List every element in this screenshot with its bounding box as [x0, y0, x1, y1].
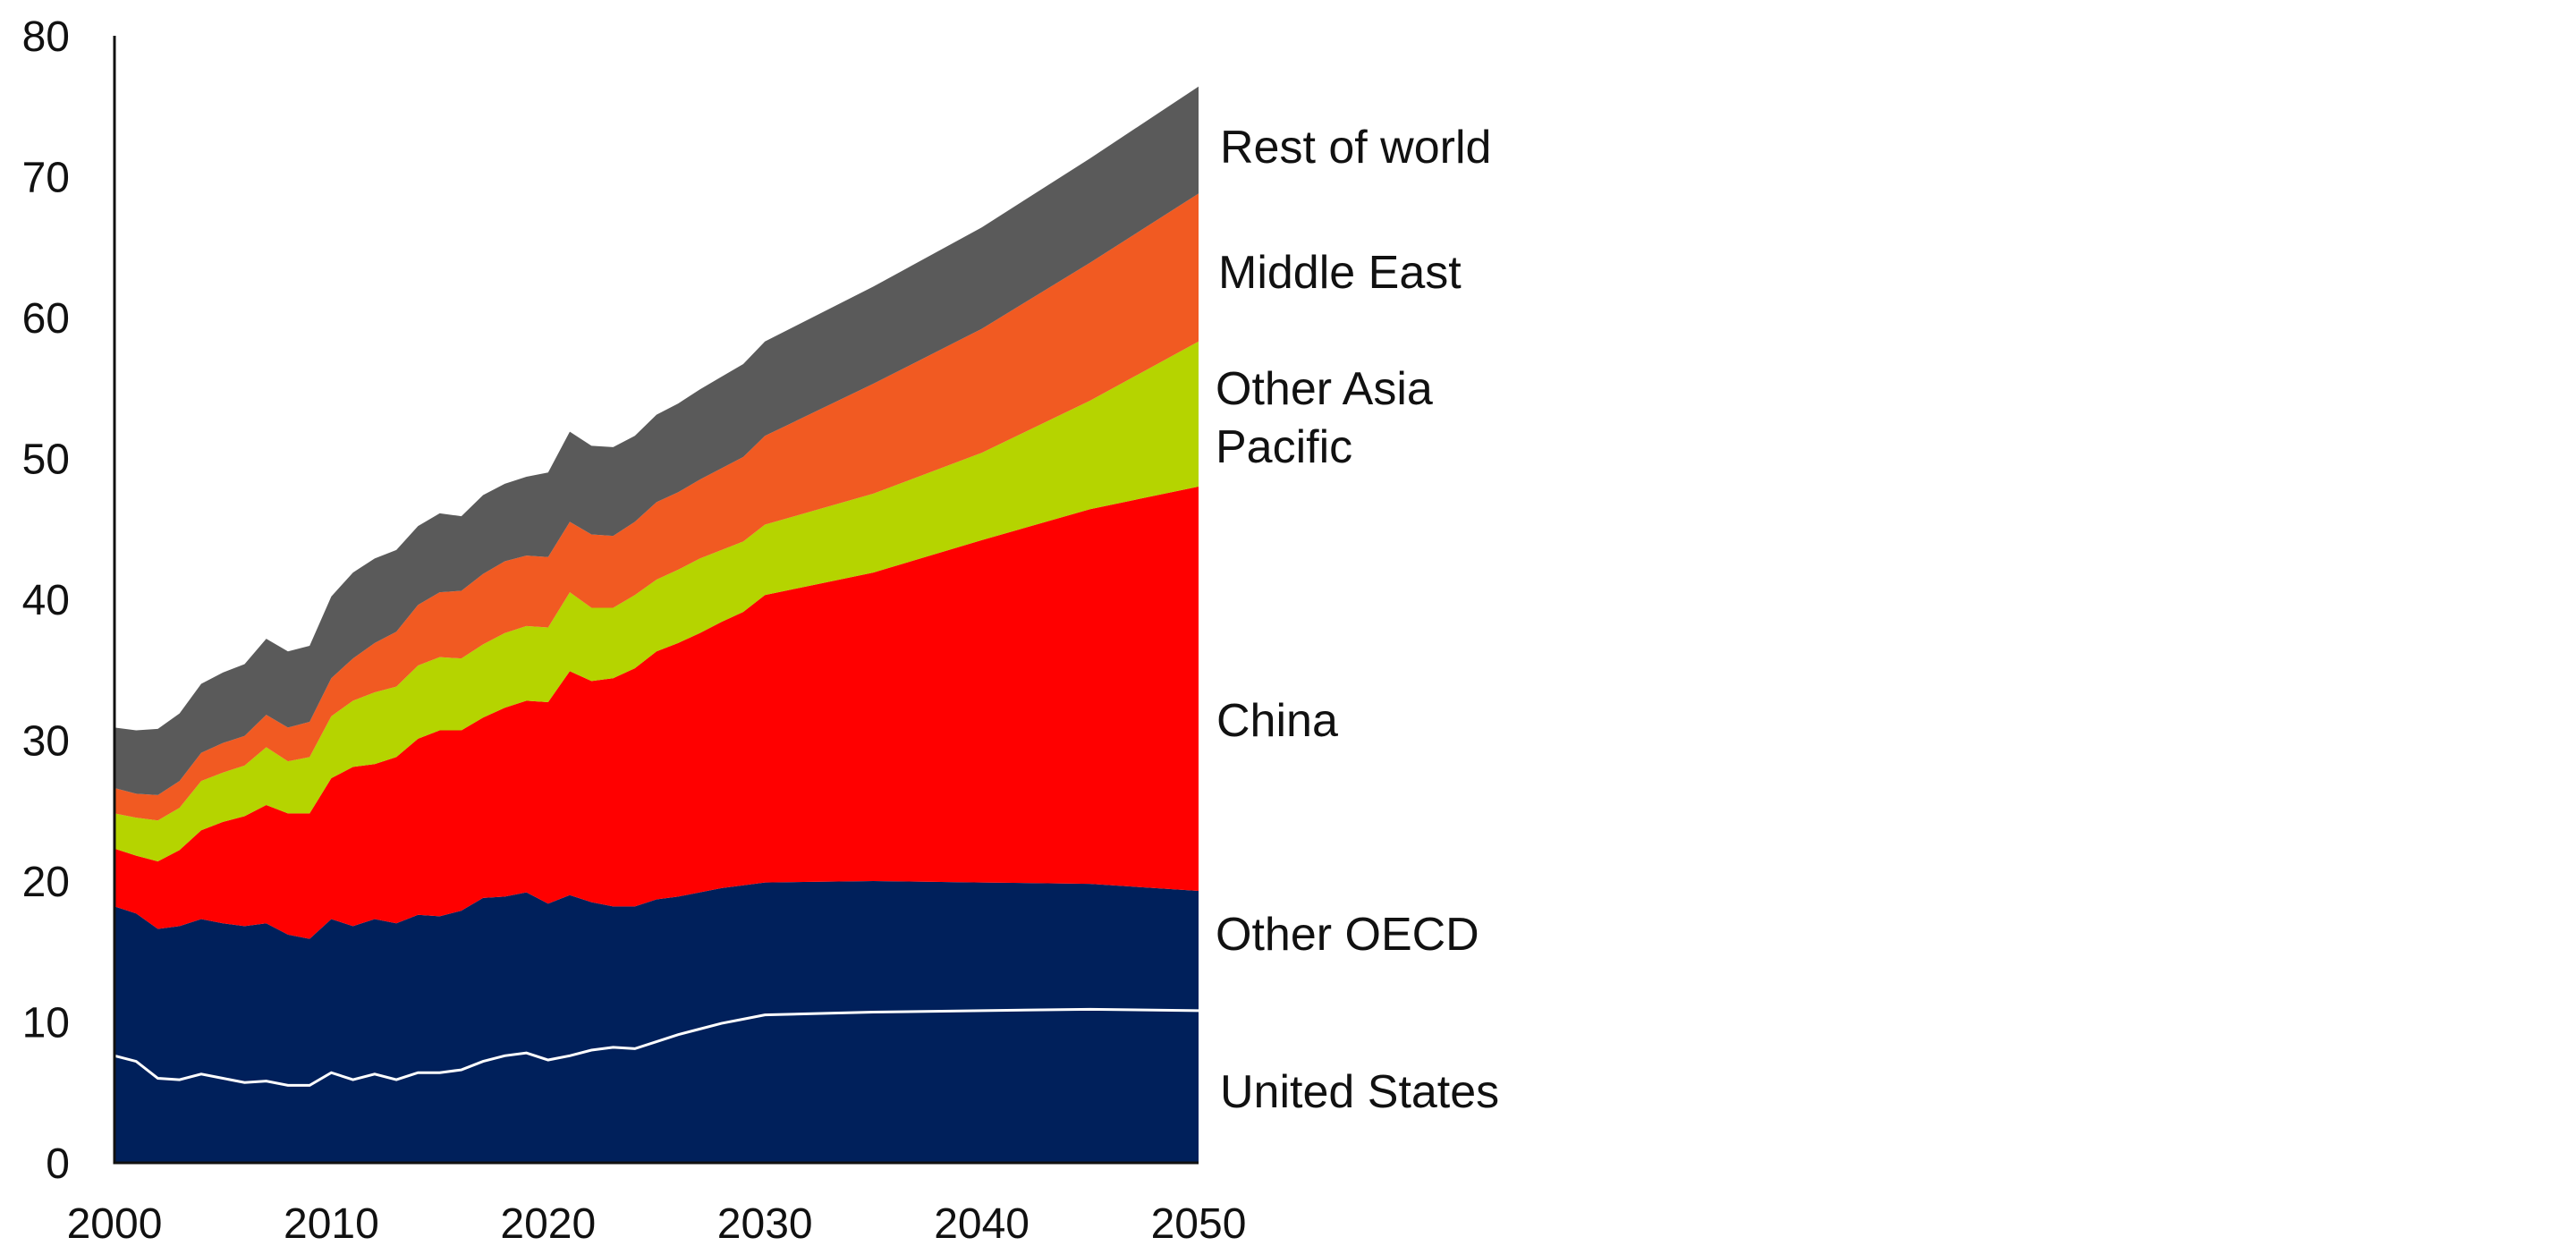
x-tick-label: 2040 — [934, 1200, 1030, 1246]
area-united-states — [114, 1009, 1199, 1163]
y-tick-label: 20 — [22, 859, 70, 906]
area-layer — [114, 86, 1199, 1163]
x-tick-label: 2050 — [1151, 1200, 1247, 1246]
y-tick-label: 40 — [22, 577, 70, 624]
label-middle-east: Middle East — [1218, 247, 1462, 299]
y-tick-label: 0 — [46, 1140, 70, 1188]
y-tick-label: 30 — [22, 718, 70, 766]
label-rest-of-world: Rest of world — [1220, 122, 1491, 174]
area-rest-of-world — [114, 86, 1199, 795]
label-other-oecd: Other OECD — [1216, 909, 1479, 961]
x-tick-label: 2010 — [284, 1200, 379, 1246]
label-china: China — [1216, 695, 1338, 747]
y-tick-label: 50 — [22, 437, 70, 484]
area-china — [114, 487, 1199, 939]
series-labels: Rest of world Middle East Other Asia Pac… — [1216, 122, 1499, 1118]
x-tick-label: 2030 — [717, 1200, 813, 1246]
y-tick-labels: 0 10 20 30 40 50 60 70 80 — [22, 13, 70, 1188]
area-middle-east — [114, 193, 1199, 821]
y-tick-label: 80 — [22, 13, 70, 61]
us-divider-line — [114, 1007, 1199, 1087]
area-other-oecd — [114, 881, 1199, 1086]
x-tick-label: 2020 — [500, 1200, 596, 1246]
label-united-states: United States — [1220, 1066, 1499, 1118]
x-tick-label: 2000 — [67, 1200, 163, 1246]
label-other-asia-line1: Other Asia — [1216, 363, 1433, 415]
label-other-asia-line2: Pacific — [1216, 421, 1352, 473]
y-tick-label: 60 — [22, 295, 70, 343]
area-other-asia-pacific — [114, 341, 1199, 861]
y-tick-label: 10 — [22, 1000, 70, 1047]
y-tick-label: 70 — [22, 155, 70, 202]
x-tick-labels: 2000 2010 2020 2030 2040 2050 — [67, 1200, 1247, 1246]
